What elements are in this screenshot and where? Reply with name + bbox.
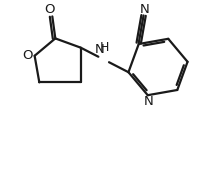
Text: H: H — [100, 41, 109, 54]
Text: N: N — [95, 43, 104, 56]
Text: O: O — [44, 3, 55, 16]
Text: O: O — [22, 49, 33, 62]
Text: N: N — [144, 95, 154, 108]
Text: N: N — [140, 3, 149, 16]
